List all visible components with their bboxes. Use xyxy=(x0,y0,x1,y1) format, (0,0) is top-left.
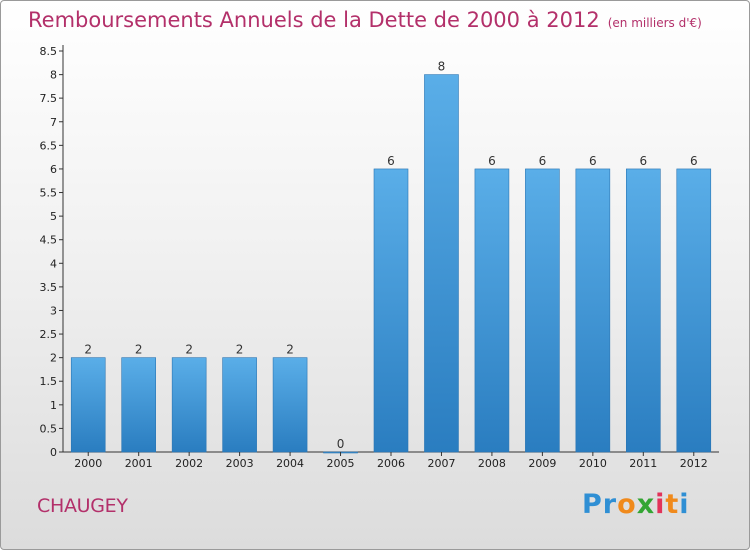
logo-letter: t xyxy=(665,489,680,520)
bar-value-label: 6 xyxy=(539,154,547,168)
x-tick-label: 2006 xyxy=(377,457,405,470)
y-tick-label: 0.5 xyxy=(40,422,58,435)
commune-name: CHAUGEY xyxy=(37,495,128,517)
bar-value-label: 6 xyxy=(488,154,496,168)
bar-value-label: 2 xyxy=(84,343,92,357)
bar xyxy=(626,168,661,453)
bar xyxy=(171,357,207,453)
bar xyxy=(424,74,459,453)
y-tick-label: 3.5 xyxy=(40,281,58,294)
x-tick-label: 2011 xyxy=(629,457,657,470)
y-tick-label: 5 xyxy=(50,210,57,223)
bar xyxy=(676,168,712,453)
bar xyxy=(121,357,156,453)
x-tick-label: 2001 xyxy=(125,457,153,470)
bar-value-label: 2 xyxy=(236,343,244,357)
x-tick-label: 2007 xyxy=(427,457,455,470)
x-tick-label: 2005 xyxy=(327,457,355,470)
y-tick-label: 8 xyxy=(50,69,57,82)
chart-title-text: Remboursements Annuels de la Dette de 20… xyxy=(28,8,600,32)
bar xyxy=(70,357,106,453)
bar-value-label: 2 xyxy=(135,343,143,357)
y-tick-label: 6 xyxy=(50,163,57,176)
logo-letter: o xyxy=(617,489,637,520)
x-tick-label: 2002 xyxy=(175,457,203,470)
bar-value-label: 8 xyxy=(438,60,446,74)
bar xyxy=(373,168,409,453)
bar xyxy=(575,168,611,453)
bar xyxy=(525,168,560,453)
logo-letter: P xyxy=(582,489,603,520)
y-tick-label: 2.5 xyxy=(40,328,58,341)
bar xyxy=(222,357,257,453)
logo-letter: i xyxy=(679,489,690,520)
bar-value-label: 6 xyxy=(639,154,647,168)
bar-value-label: 2 xyxy=(185,343,193,357)
y-tick-label: 1 xyxy=(50,399,57,412)
y-tick-label: 4.5 xyxy=(40,234,58,247)
bar-value-label: 0 xyxy=(337,437,345,451)
y-tick-label: 7.5 xyxy=(40,92,58,105)
y-tick-label: 6.5 xyxy=(40,139,58,152)
logo-letter: r xyxy=(602,489,618,520)
x-tick-label: 2004 xyxy=(276,457,304,470)
bar-value-label: 6 xyxy=(690,154,698,168)
x-tick-label: 2003 xyxy=(226,457,254,470)
y-tick-label: 3 xyxy=(50,304,57,317)
y-tick-label: 7 xyxy=(50,116,57,129)
bar-value-label: 6 xyxy=(589,154,597,168)
logo-letter: i xyxy=(655,489,666,520)
bar-value-label: 2 xyxy=(286,343,294,357)
bar xyxy=(272,357,308,453)
bar-value-label: 6 xyxy=(387,154,395,168)
x-tick-label: 2008 xyxy=(478,457,506,470)
y-tick-label: 5.5 xyxy=(40,187,58,200)
x-tick-label: 2000 xyxy=(74,457,102,470)
y-tick-label: 4 xyxy=(50,257,57,270)
x-tick-label: 2009 xyxy=(528,457,556,470)
y-tick-label: 8.5 xyxy=(40,45,58,58)
x-tick-label: 2010 xyxy=(579,457,607,470)
y-tick-label: 1.5 xyxy=(40,375,58,388)
y-tick-label: 0 xyxy=(50,446,57,459)
chart-title: Remboursements Annuels de la Dette de 20… xyxy=(28,8,702,32)
proxiti-logo: Proxiti xyxy=(582,489,690,520)
logo-letter: x xyxy=(636,489,656,520)
y-tick-label: 2 xyxy=(50,352,57,365)
x-tick-label: 2012 xyxy=(680,457,708,470)
chart-title-unit: (en milliers d'€) xyxy=(607,16,702,30)
bar xyxy=(474,168,510,453)
